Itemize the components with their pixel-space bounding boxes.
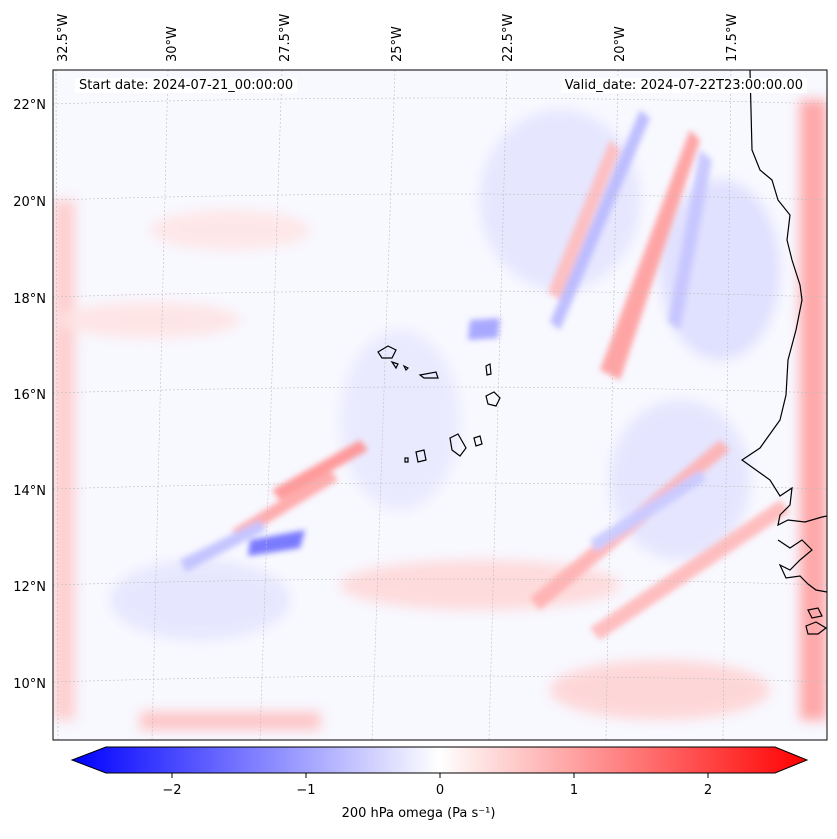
colorbar-body xyxy=(70,746,809,774)
colorbar-tick-label: −1 xyxy=(296,783,315,798)
omega-field xyxy=(53,100,827,730)
lon-label: 22.5°W xyxy=(501,14,516,62)
colorbar: −2 −1 0 1 2 xyxy=(70,746,809,798)
colorbar-title: 200 hPa omega (Pa s⁻¹) xyxy=(341,806,496,821)
colorbar-tick-label: −2 xyxy=(162,783,181,798)
lat-labels: 22°N 20°N 18°N 16°N 14°N 12°N 10°N xyxy=(13,98,46,692)
lon-label: 20°W xyxy=(613,26,628,62)
lon-label: 25°W xyxy=(390,26,405,62)
cape-verde-islands xyxy=(377,345,501,463)
lat-label: 14°N xyxy=(13,484,46,499)
lon-label: 30°W xyxy=(165,26,180,62)
coastline xyxy=(740,70,827,635)
valid-date-label: Valid_date: 2024-07-22T23:00:00.00 xyxy=(560,78,807,93)
lat-label: 22°N xyxy=(13,98,46,113)
lon-labels: 32.5°W 30°W 27.5°W 25°W 22.5°W 20°W 17.5… xyxy=(56,14,740,62)
colorbar-tick-label: 1 xyxy=(570,783,578,798)
colorbar-tick-label: 0 xyxy=(436,783,444,798)
lon-label: 32.5°W xyxy=(56,14,71,62)
lat-label: 16°N xyxy=(13,388,46,403)
lon-label: 27.5°W xyxy=(278,14,293,62)
lon-label: 17.5°W xyxy=(725,14,740,62)
colorbar-ticks xyxy=(171,773,709,778)
map-frame xyxy=(52,69,828,741)
lat-label: 10°N xyxy=(13,677,46,692)
lat-label: 20°N xyxy=(13,195,46,210)
colorbar-tick-label: 2 xyxy=(704,783,712,798)
lat-label: 18°N xyxy=(13,292,46,307)
start-date-label: Start date: 2024-07-21_00:00:00 xyxy=(75,78,298,93)
lat-label: 12°N xyxy=(13,580,46,595)
